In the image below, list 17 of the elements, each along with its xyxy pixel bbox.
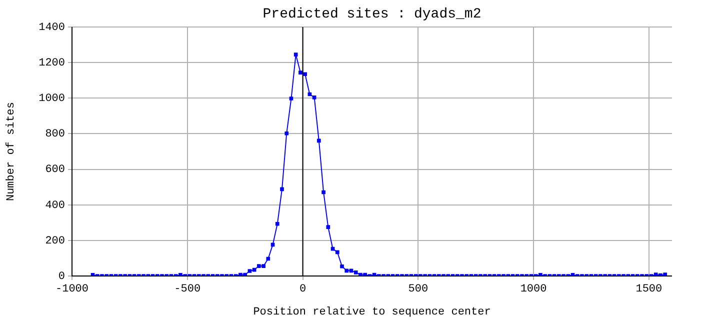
- x-tick-label: -1000: [55, 284, 89, 296]
- chart-title: Predicted sites : dyads_m2: [262, 6, 482, 23]
- x-tick-label: 0: [299, 284, 306, 296]
- y-tick-label: 800: [45, 128, 65, 141]
- y-tick-label: 1400: [38, 22, 65, 34]
- y-tick-label: 200: [45, 235, 65, 248]
- y-tick-label: 0: [58, 270, 65, 283]
- y-tick-label: 400: [45, 200, 65, 212]
- x-tick-label: 1000: [520, 284, 547, 296]
- y-tick-label: 1200: [38, 57, 65, 70]
- x-axis-title: Position relative to sequence center: [253, 306, 491, 318]
- x-tick-label: 1500: [636, 284, 662, 296]
- x-tick-label: 500: [408, 284, 428, 296]
- y-tick-label: 1000: [38, 93, 65, 106]
- x-tick-label: -500: [174, 284, 201, 296]
- y-tick-label: 600: [45, 164, 65, 176]
- y-axis-title: Number of sites: [6, 102, 18, 202]
